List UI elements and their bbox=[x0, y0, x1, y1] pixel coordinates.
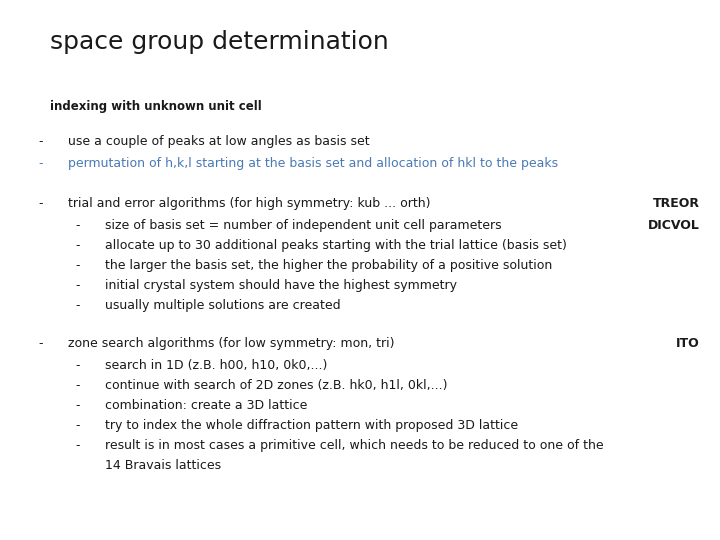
Text: ITO: ITO bbox=[676, 337, 700, 350]
Text: -: - bbox=[75, 359, 79, 372]
Text: -: - bbox=[75, 419, 79, 432]
Text: space group determination: space group determination bbox=[50, 30, 389, 54]
Text: 14 Bravais lattices: 14 Bravais lattices bbox=[105, 459, 221, 472]
Text: combination: create a 3D lattice: combination: create a 3D lattice bbox=[105, 399, 307, 412]
Text: -: - bbox=[38, 157, 42, 170]
Text: -: - bbox=[75, 239, 79, 252]
Text: trial and error algorithms (for high symmetry: kub ... orth): trial and error algorithms (for high sym… bbox=[68, 197, 431, 210]
Text: DICVOL: DICVOL bbox=[648, 219, 700, 232]
Text: -: - bbox=[75, 259, 79, 272]
Text: -: - bbox=[75, 299, 79, 312]
Text: -: - bbox=[75, 399, 79, 412]
Text: continue with search of 2D zones (z.B. hk0, h1l, 0kl,...): continue with search of 2D zones (z.B. h… bbox=[105, 379, 448, 392]
Text: -: - bbox=[38, 197, 42, 210]
Text: -: - bbox=[38, 135, 42, 148]
Text: -: - bbox=[75, 279, 79, 292]
Text: -: - bbox=[75, 219, 79, 232]
Text: search in 1D (z.B. h00, h10, 0k0,...): search in 1D (z.B. h00, h10, 0k0,...) bbox=[105, 359, 328, 372]
Text: -: - bbox=[75, 439, 79, 452]
Text: initial crystal system should have the highest symmetry: initial crystal system should have the h… bbox=[105, 279, 457, 292]
Text: use a couple of peaks at low angles as basis set: use a couple of peaks at low angles as b… bbox=[68, 135, 369, 148]
Text: -: - bbox=[38, 337, 42, 350]
Text: result is in most cases a primitive cell, which needs to be reduced to one of th: result is in most cases a primitive cell… bbox=[105, 439, 603, 452]
Text: indexing with unknown unit cell: indexing with unknown unit cell bbox=[50, 100, 262, 113]
Text: permutation of h,k,l starting at the basis set and allocation of hkl to the peak: permutation of h,k,l starting at the bas… bbox=[68, 157, 558, 170]
Text: usually multiple solutions are created: usually multiple solutions are created bbox=[105, 299, 341, 312]
Text: TREOR: TREOR bbox=[653, 197, 700, 210]
Text: allocate up to 30 additional peaks starting with the trial lattice (basis set): allocate up to 30 additional peaks start… bbox=[105, 239, 567, 252]
Text: the larger the basis set, the higher the probability of a positive solution: the larger the basis set, the higher the… bbox=[105, 259, 552, 272]
Text: size of basis set = number of independent unit cell parameters: size of basis set = number of independen… bbox=[105, 219, 502, 232]
Text: zone search algorithms (for low symmetry: mon, tri): zone search algorithms (for low symmetry… bbox=[68, 337, 395, 350]
Text: try to index the whole diffraction pattern with proposed 3D lattice: try to index the whole diffraction patte… bbox=[105, 419, 518, 432]
Text: -: - bbox=[75, 379, 79, 392]
